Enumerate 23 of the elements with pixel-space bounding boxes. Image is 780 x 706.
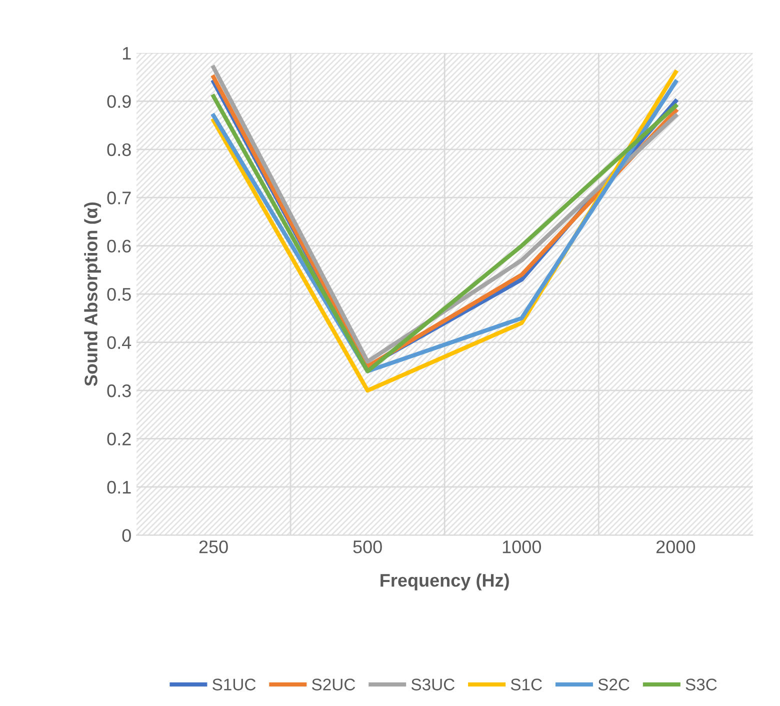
legend-label: S1C [510, 678, 542, 690]
x-tick-label: 500 [353, 540, 382, 554]
y-axis-title: Sound Absorption (α) [84, 202, 101, 386]
y-tick-label: 0.1 [107, 480, 131, 494]
legend-label: S3C [686, 678, 717, 690]
y-tick-label: 0.8 [107, 143, 131, 156]
y-tick-label: 0 [122, 529, 131, 542]
y-tick-label: 0.2 [107, 432, 131, 446]
y-tick-label: 0.6 [107, 240, 131, 253]
y-tick-label: 0.5 [107, 288, 131, 301]
x-tick-label: 250 [199, 540, 228, 554]
y-tick-label: 0.7 [107, 192, 131, 204]
legend-label: S1UC [212, 678, 256, 690]
legend-label: S2C [598, 678, 630, 690]
x-axis-title: Frequency (Hz) [380, 574, 509, 590]
y-tick-label: 0.9 [107, 95, 131, 108]
y-tick-label: 1 [122, 47, 131, 60]
y-tick-label: 0.4 [107, 336, 132, 349]
y-tick-label: 0.3 [107, 384, 131, 398]
x-tick-label: 1000 [502, 540, 542, 554]
legend-label: S2UC [312, 678, 356, 690]
legend-label: S3UC [411, 678, 455, 690]
x-tick-label: 2000 [656, 540, 696, 554]
